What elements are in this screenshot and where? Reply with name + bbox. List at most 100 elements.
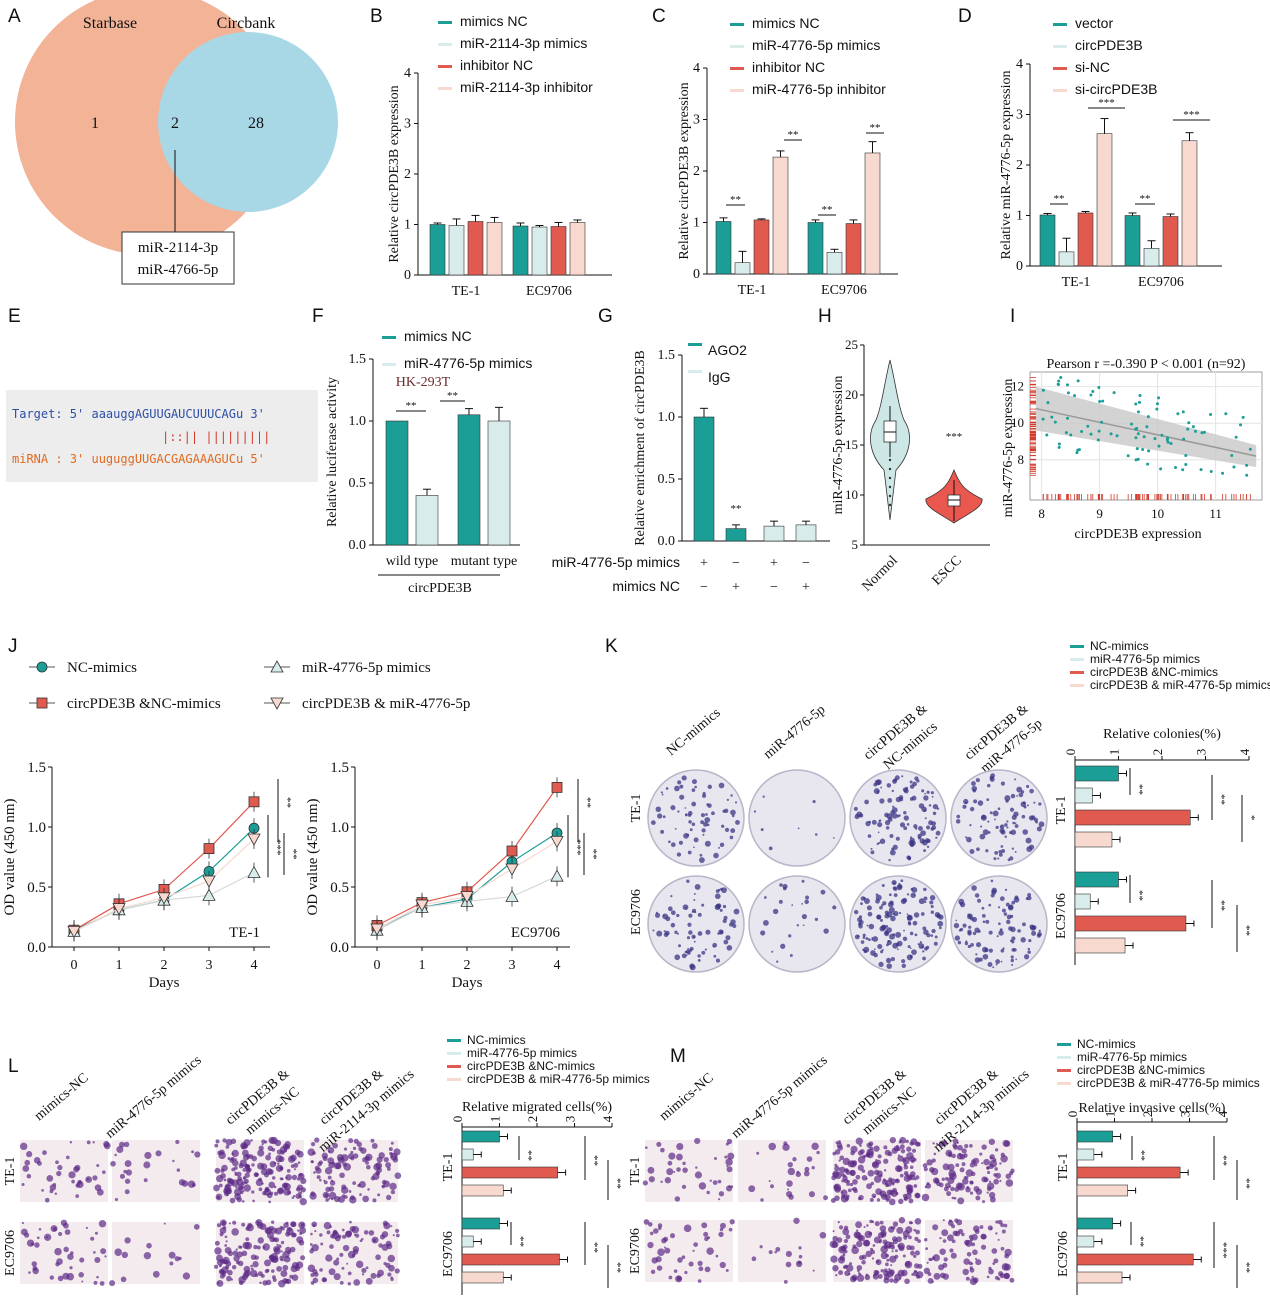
x-group-label-F: wild type	[386, 554, 439, 569]
sig-L: **	[514, 1236, 526, 1247]
cell-dot	[660, 1147, 665, 1153]
colony-dot	[938, 926, 942, 930]
bar-D	[1039, 214, 1056, 267]
cell-dot	[888, 1268, 891, 1271]
y-tick-label-B: 4	[404, 66, 411, 81]
row-value-G: +	[770, 556, 778, 571]
colony-dot	[926, 790, 930, 794]
cell-dot	[328, 1186, 335, 1192]
colony-dot	[1038, 802, 1042, 806]
cell-dot	[271, 1147, 276, 1152]
cell-dot	[902, 1230, 910, 1238]
cell-dot	[223, 1178, 227, 1182]
cell-dot	[339, 1172, 345, 1179]
sig-D1-label: **	[1054, 193, 1065, 205]
scatter-point-I	[1135, 447, 1139, 451]
colony-dot	[722, 918, 727, 924]
scatter-point-I	[1041, 388, 1045, 392]
cell-dot	[898, 1217, 906, 1224]
cell-dot	[682, 1161, 686, 1166]
colony-dot	[895, 796, 902, 803]
cell-dot	[220, 1168, 225, 1173]
cell-dot	[31, 1261, 37, 1267]
cell-dot	[24, 1232, 30, 1238]
cell-dot	[271, 1176, 276, 1180]
colony-dot	[682, 904, 689, 911]
colony-dot	[723, 939, 729, 945]
colony-dot	[705, 929, 711, 935]
cell-dot	[230, 1156, 235, 1161]
scatter-point-I	[1153, 437, 1157, 441]
cell-dot	[839, 1155, 845, 1161]
cell-dot	[310, 1142, 316, 1147]
cell-dot	[981, 1144, 987, 1150]
scatter-point-I	[1191, 425, 1195, 429]
colony-dot	[1004, 795, 1011, 802]
sequence-target: Target: 5' aaauggAGUUGAUCUUUCAGu 3'	[12, 407, 265, 421]
chart-title-M: Relative invasive cells(%)	[1079, 1101, 1226, 1116]
colony-dot	[722, 904, 727, 909]
cell-dot	[352, 1181, 357, 1186]
colony-dot	[1013, 811, 1019, 817]
cell-dot	[321, 1152, 328, 1159]
colony-dot	[654, 912, 661, 918]
cell-dot	[958, 1228, 964, 1234]
cell-dot	[324, 1167, 333, 1175]
cell-dot	[262, 1243, 270, 1251]
cell-dot	[224, 1244, 228, 1247]
colony-dot	[853, 806, 858, 811]
data-point-J	[67, 926, 81, 939]
scatter-point-I	[1155, 402, 1159, 406]
cell-dot	[297, 1229, 300, 1232]
colony-dot	[965, 801, 968, 804]
legend-label-D: circPDE3B	[1075, 37, 1143, 53]
sig-J: ***	[571, 839, 583, 856]
cell-dot	[225, 1145, 230, 1149]
x-tick-label-J: 4	[251, 958, 258, 973]
colony-dot	[907, 945, 911, 949]
cell-dot	[869, 1219, 873, 1224]
cell-dot	[36, 1236, 40, 1240]
cell-dot	[834, 1165, 840, 1172]
cell-dot	[110, 1160, 116, 1167]
annotation-I: Pearson r =-0.390 P < 0.001 (n=92)	[1047, 357, 1246, 372]
cell-dot	[924, 1237, 928, 1242]
y-tick-label-J: 0.5	[27, 880, 46, 896]
cell-dot	[872, 1273, 879, 1280]
colony-dot	[679, 794, 685, 800]
cell-dot	[268, 1152, 271, 1156]
colony-dot	[902, 897, 908, 903]
cell-dot	[706, 1190, 710, 1195]
cell-dot	[844, 1270, 851, 1277]
colony-dot	[918, 943, 925, 949]
sig-L: **	[611, 1178, 623, 1189]
colony-dot	[968, 913, 973, 919]
colony-dot	[670, 805, 676, 811]
cell-dot	[697, 1279, 702, 1283]
colony-dot	[974, 957, 981, 963]
cell-dot	[299, 1197, 307, 1206]
cell-dot	[175, 1139, 180, 1145]
sig-G1: **	[731, 503, 742, 515]
colony-dot	[925, 945, 930, 950]
cell-dot	[830, 1198, 836, 1203]
cell-dot	[229, 1197, 236, 1204]
cell-dot	[21, 1182, 25, 1186]
cell-dot	[717, 1179, 722, 1184]
colony-dot	[693, 846, 695, 849]
cell-dot	[983, 1158, 990, 1166]
legend-label-J: circPDE3B &NC-mimics	[67, 696, 221, 712]
colony-dot	[1016, 786, 1023, 793]
cell-dot	[64, 1229, 71, 1235]
colony-dot	[933, 941, 938, 946]
bar-C	[772, 156, 789, 275]
cell-dot	[21, 1221, 24, 1225]
cell-dot	[666, 1168, 674, 1176]
cell-dot	[856, 1274, 865, 1282]
cell-dot	[226, 1194, 229, 1197]
cell-dot	[770, 1184, 774, 1189]
cell-dot	[905, 1172, 908, 1175]
cell-dot	[182, 1272, 191, 1280]
cell-dot	[988, 1138, 996, 1145]
cell-dot	[265, 1154, 272, 1161]
